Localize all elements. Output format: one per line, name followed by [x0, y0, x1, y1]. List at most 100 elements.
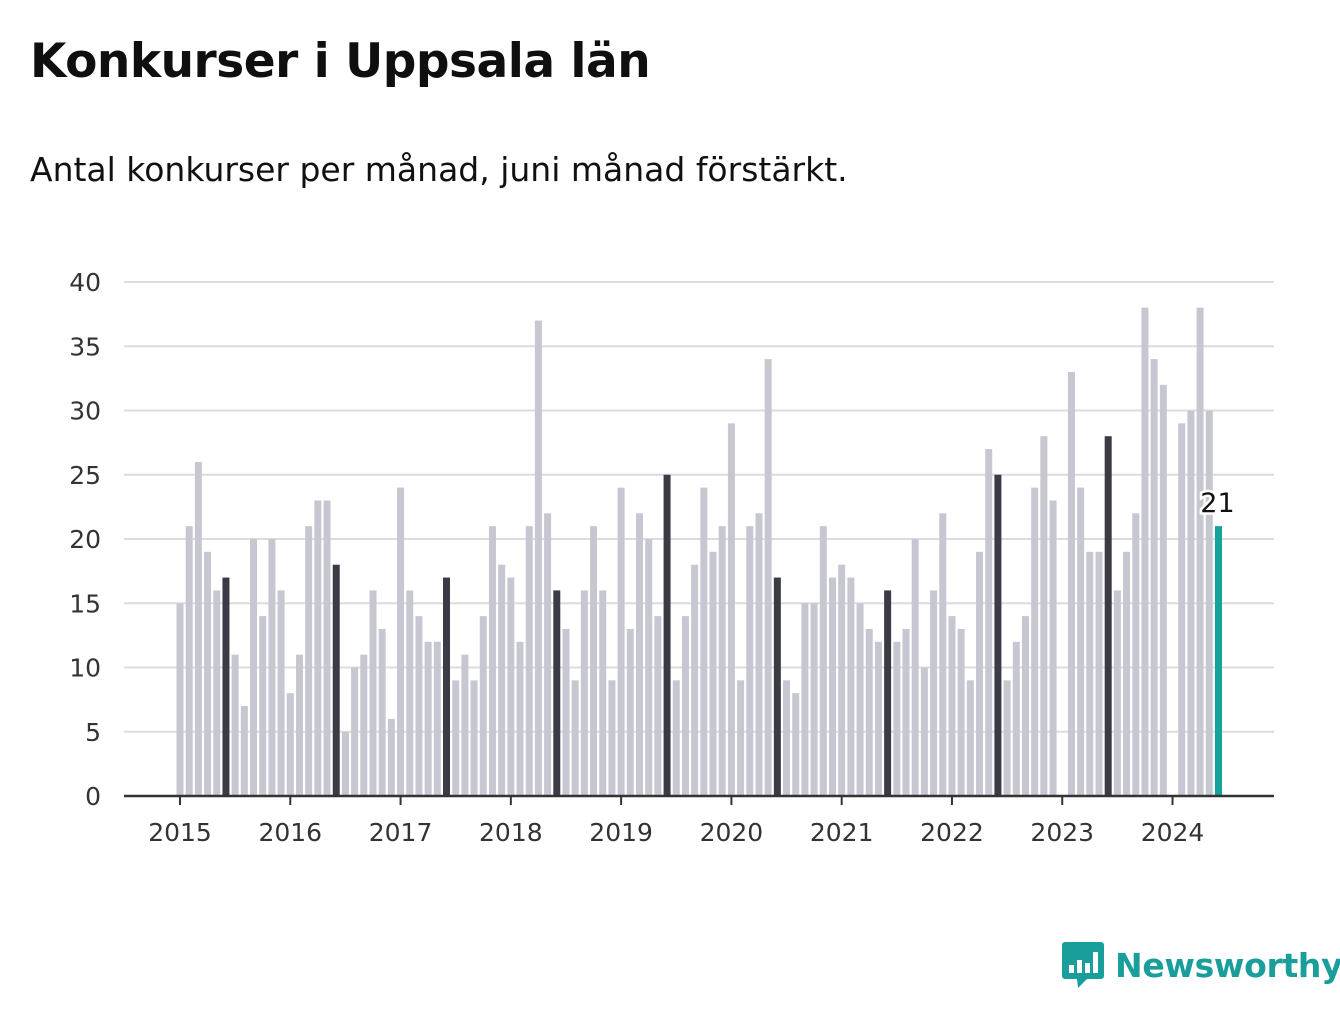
bar [488, 526, 496, 796]
bar [286, 693, 294, 796]
bar [838, 564, 846, 796]
bar [1095, 551, 1103, 796]
bar [194, 461, 202, 796]
bar [1123, 551, 1131, 796]
bar [930, 590, 938, 796]
bar [1003, 680, 1011, 796]
y-tick-label: 10 [69, 654, 101, 683]
bar [360, 654, 368, 796]
bar [277, 590, 285, 796]
bar [755, 513, 763, 796]
bar [341, 731, 349, 796]
bar [681, 616, 689, 796]
bar [1132, 513, 1140, 796]
bar-june [663, 474, 671, 796]
bar [874, 641, 882, 796]
bar [1205, 410, 1213, 796]
bar [415, 616, 423, 796]
bar [507, 577, 515, 796]
x-tick-label: 2023 [1030, 818, 1094, 847]
y-tick-label: 35 [69, 332, 101, 361]
bar [369, 590, 377, 796]
annotations: 21 [1198, 486, 1237, 522]
bar [351, 667, 359, 796]
chart-subtitle: Antal konkurser per månad, juni månad fö… [30, 150, 848, 189]
bar [295, 654, 303, 796]
bar [847, 577, 855, 796]
bar [691, 564, 699, 796]
bar-june [994, 474, 1002, 796]
bar [783, 680, 791, 796]
bar [672, 680, 680, 796]
bar [1159, 384, 1167, 796]
y-tick-label: 15 [69, 589, 101, 618]
bar [433, 641, 441, 796]
bar-latest [1214, 526, 1222, 796]
bar [801, 603, 809, 796]
bar [268, 539, 276, 796]
bar [525, 526, 533, 796]
bar [902, 628, 910, 796]
bar [213, 590, 221, 796]
bar [378, 628, 386, 796]
bar-june [553, 590, 561, 796]
bar [1113, 590, 1121, 796]
bar [231, 654, 239, 796]
bar [819, 526, 827, 796]
bar [828, 577, 836, 796]
bar [1141, 307, 1149, 796]
bar [764, 359, 772, 796]
y-axis-labels: 0 5 10 15 20 25 30 35 40 [69, 268, 101, 811]
bar [470, 680, 478, 796]
y-tick-label: 40 [69, 268, 101, 297]
bar [700, 487, 708, 796]
bar [259, 616, 267, 796]
bar [1196, 307, 1204, 796]
bar-june [332, 564, 340, 796]
x-tick-label: 2024 [1141, 818, 1205, 847]
bar [865, 628, 873, 796]
bar [516, 641, 524, 796]
bar [1077, 487, 1085, 796]
bar [323, 500, 331, 796]
bar [1086, 551, 1094, 796]
bar [636, 513, 643, 796]
bar [920, 667, 928, 796]
bar [856, 603, 864, 796]
bar [810, 603, 818, 796]
x-axis [124, 794, 1274, 805]
bar [562, 628, 570, 796]
bar [709, 551, 717, 796]
bar [1067, 371, 1075, 796]
bar [240, 706, 248, 796]
x-tick-label: 2016 [258, 818, 322, 847]
bar [976, 551, 984, 796]
bar [1049, 500, 1057, 796]
bar [479, 616, 487, 796]
bar [534, 320, 542, 796]
bar [250, 539, 258, 796]
bar-chart: 0 5 10 15 20 25 30 35 40 2015 2016 2017 2018 2019 202… [69, 268, 1274, 847]
bar [185, 526, 193, 796]
bar [1178, 423, 1186, 796]
bar [590, 526, 598, 796]
bars [176, 307, 1222, 796]
bar [893, 641, 901, 796]
bar [1031, 487, 1039, 796]
bar [948, 616, 956, 796]
bar [176, 603, 184, 796]
latest-value-label: 21 [1200, 488, 1234, 519]
bar [608, 680, 616, 796]
bar [599, 590, 607, 796]
bar-june [773, 577, 781, 796]
bar [387, 718, 395, 796]
y-tick-label: 20 [69, 525, 101, 554]
bar [792, 693, 800, 796]
bar [939, 513, 947, 796]
bar [397, 487, 405, 796]
bar [746, 526, 754, 796]
y-tick-label: 30 [69, 397, 101, 426]
bar [461, 654, 469, 796]
bar-june [1104, 436, 1112, 796]
logo-text: Newsworthy [1115, 945, 1340, 985]
